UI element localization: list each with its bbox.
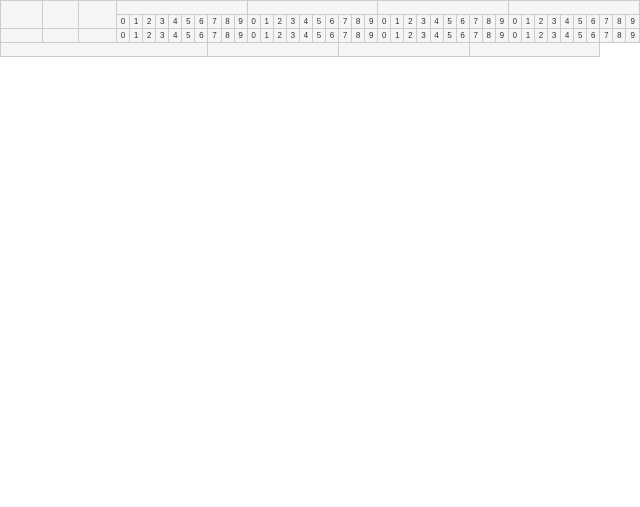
digit-header-cell: 9	[365, 29, 378, 43]
digit-header-cell: 7	[469, 15, 482, 29]
header-shi	[247, 1, 378, 15]
digit-header-cell: 2	[535, 15, 548, 29]
digit-header-cell: 0	[117, 15, 130, 29]
footer-section-row	[1, 43, 640, 57]
header-ge	[378, 1, 509, 15]
digit-header-cell: 3	[156, 29, 169, 43]
digit-header-cell: 8	[482, 15, 495, 29]
digit-header-cell: 3	[286, 29, 299, 43]
digit-header-cell: 4	[430, 15, 443, 29]
digit-header-cell: 7	[339, 15, 352, 29]
digit-header-cell: 4	[299, 29, 312, 43]
digit-header-cell: 4	[561, 29, 574, 43]
header-date	[1, 1, 43, 29]
digit-header-cell: 8	[482, 29, 495, 43]
digit-header-cell: 8	[613, 29, 626, 43]
digit-header-cell: 5	[443, 29, 456, 43]
digit-header-cell: 6	[326, 29, 339, 43]
digit-header-cell: 7	[339, 29, 352, 43]
digit-header-cell: 2	[143, 15, 156, 29]
digit-header-cell: 7	[600, 29, 613, 43]
main-table: 0123456789012345678901234567890123456789…	[0, 0, 640, 57]
digit-header-cell: 5	[182, 15, 195, 29]
digit-header-cell: 1	[521, 29, 534, 43]
digit-header-cell: 4	[561, 15, 574, 29]
digit-header-cell: 0	[117, 29, 130, 43]
footer-shi	[208, 43, 339, 57]
header-bufen	[508, 1, 639, 15]
digit-header-cell: 0	[247, 29, 260, 43]
digit-header-cell: 2	[273, 29, 286, 43]
footer-bufen	[469, 43, 600, 57]
digit-header-cell: 1	[391, 29, 404, 43]
digit-header-cell: 0	[508, 29, 521, 43]
digit-header-cell: 7	[208, 29, 221, 43]
header-row-1	[1, 1, 640, 15]
header-kaijiang	[79, 1, 117, 29]
header-qihao	[43, 1, 79, 29]
digit-header-cell: 2	[535, 29, 548, 43]
digit-header-cell: 5	[312, 15, 325, 29]
digit-header-cell: 9	[234, 29, 247, 43]
digit-header-cell: 1	[521, 15, 534, 29]
digit-header-cell: 7	[208, 15, 221, 29]
digit-header-cell: 6	[195, 29, 208, 43]
digit-header-cell: 6	[587, 29, 600, 43]
header-bai	[117, 1, 248, 15]
digit-header-cell: 7	[600, 15, 613, 29]
footer-kaijiang	[79, 29, 117, 43]
digit-header-cell: 5	[574, 29, 587, 43]
digit-header-cell: 9	[495, 29, 508, 43]
digit-header-cell: 4	[169, 29, 182, 43]
digit-header-cell: 9	[365, 15, 378, 29]
digit-header-cell: 1	[260, 15, 273, 29]
digit-header-cell: 6	[587, 15, 600, 29]
digit-header-cell: 6	[326, 15, 339, 29]
digit-header-cell: 3	[417, 15, 430, 29]
digit-header-cell: 5	[312, 29, 325, 43]
digit-header-cell: 8	[352, 29, 365, 43]
digit-header-cell: 5	[182, 29, 195, 43]
digit-header-cell: 9	[234, 15, 247, 29]
digit-header-cell: 3	[548, 29, 561, 43]
digit-header-cell: 3	[417, 29, 430, 43]
digit-header-cell: 4	[169, 15, 182, 29]
digit-header-cell: 6	[456, 15, 469, 29]
digit-header-cell: 2	[404, 29, 417, 43]
digit-header-cell: 4	[299, 15, 312, 29]
digit-header-cell: 0	[378, 29, 391, 43]
digit-header-cell: 9	[626, 15, 640, 29]
digit-header-cell: 2	[404, 15, 417, 29]
footer-ge	[339, 43, 470, 57]
digit-header-cell: 1	[130, 15, 143, 29]
digit-header-cell: 3	[156, 15, 169, 29]
digit-header-cell: 7	[469, 29, 482, 43]
footer-bai	[1, 43, 208, 57]
digit-header-cell: 8	[221, 29, 234, 43]
digit-header-cell: 8	[352, 15, 365, 29]
footer-qihao	[43, 29, 79, 43]
digit-header-cell: 8	[221, 15, 234, 29]
digit-header-cell: 4	[430, 29, 443, 43]
digit-header-cell: 3	[548, 15, 561, 29]
digit-header-cell: 1	[130, 29, 143, 43]
footer-date	[1, 29, 43, 43]
digit-header-cell: 0	[247, 15, 260, 29]
digit-header-cell: 5	[574, 15, 587, 29]
digit-header-cell: 9	[626, 29, 640, 43]
digit-header-cell: 1	[391, 15, 404, 29]
digit-header-cell: 5	[443, 15, 456, 29]
digit-header-cell: 6	[456, 29, 469, 43]
digit-header-cell: 1	[260, 29, 273, 43]
lottery-chart: 0123456789012345678901234567890123456789…	[0, 0, 640, 57]
digit-header-cell: 8	[613, 15, 626, 29]
digit-header-cell: 2	[143, 29, 156, 43]
digit-header-cell: 9	[495, 15, 508, 29]
digit-header-cell: 6	[195, 15, 208, 29]
digit-header-cell: 2	[273, 15, 286, 29]
digit-header-cell: 0	[378, 15, 391, 29]
digit-header-cell: 3	[286, 15, 299, 29]
digit-header-cell: 0	[508, 15, 521, 29]
